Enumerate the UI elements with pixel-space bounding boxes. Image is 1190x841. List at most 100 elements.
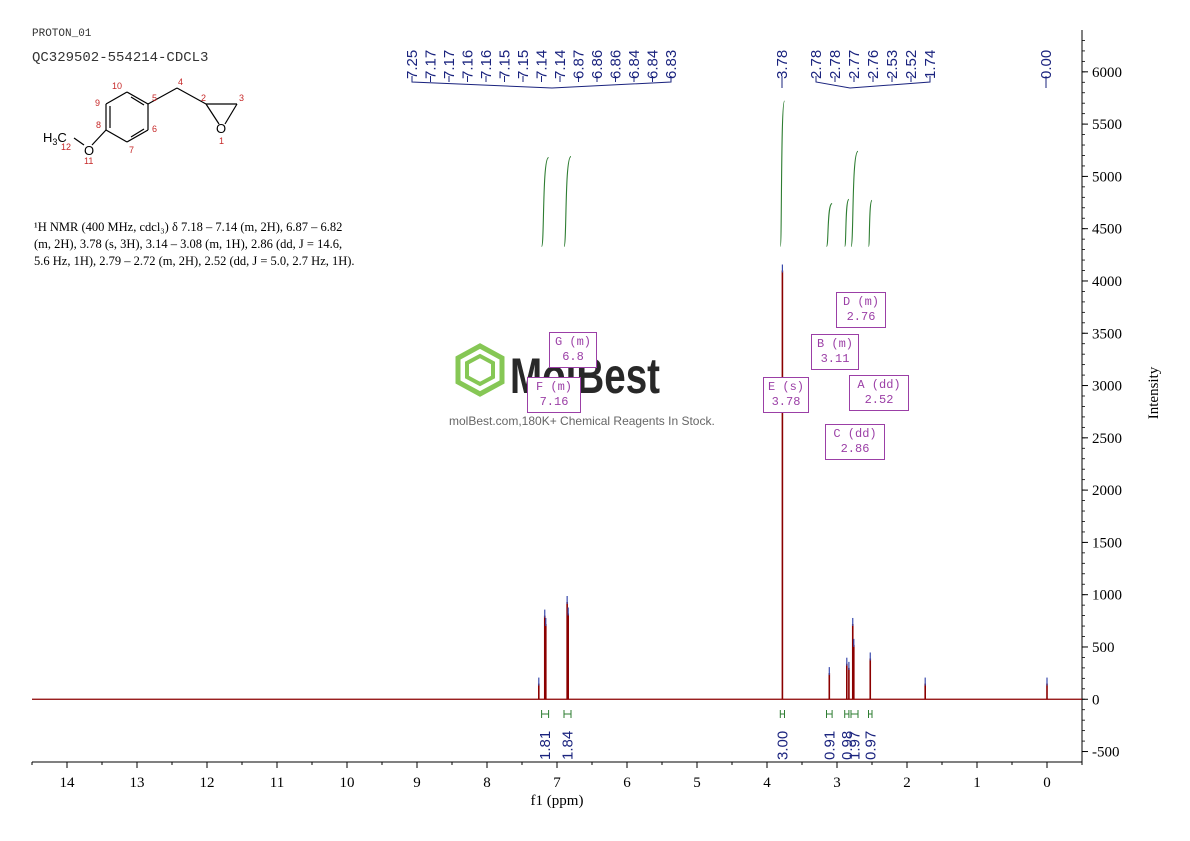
chemical-structure: 10 9 5 4 2 3 8 6 7 1 11 12 H3C O O [43, 77, 244, 166]
multiplet-e: E (s) 3.78 [763, 377, 809, 413]
peak-label: 2.76 [865, 50, 882, 79]
peak-label: 7.16 [478, 50, 495, 79]
integral-value: 0.91 [821, 731, 838, 760]
y-tick-label: 5000 [1092, 169, 1122, 185]
axes-group: 14 13 12 11 10 9 8 7 6 5 4 3 2 1 0f1 (ppm)-50005001000… [31, 30, 1162, 809]
peak-label: 7.14 [552, 50, 569, 79]
integral-curve [779, 100, 786, 248]
y-tick-label: 3000 [1092, 379, 1122, 395]
description-line: 5.6 Hz, 1H), 2.79 – 2.72 (m, 2H), 2.52 (… [34, 254, 355, 268]
ether-oxygen: O [84, 143, 94, 158]
integral-curve [541, 157, 550, 248]
peak-label: 1.74 [922, 50, 939, 79]
atom-number: 7 [129, 145, 134, 155]
x-tick-label: 0 [1043, 775, 1051, 791]
peak-label: 2.53 [884, 50, 901, 79]
x-tick-label: 5 [693, 775, 701, 791]
peak-label: 2.77 [846, 50, 863, 79]
peak-label-connector [411, 76, 672, 89]
peak-label: 6.87 [571, 50, 588, 79]
x-tick-label: 14 [60, 775, 76, 791]
y-tick-label: 2000 [1092, 483, 1122, 499]
peak-label: 6.84 [626, 50, 643, 79]
atom-number: 6 [152, 124, 157, 134]
peak-label: 0.00 [1038, 50, 1055, 79]
epoxide-oxygen: O [216, 121, 226, 136]
multiplet-f: F (m) 7.16 [527, 377, 581, 413]
x-tick-label: 4 [763, 775, 771, 791]
multiplet-b: B (m) 3.11 [811, 334, 859, 370]
multiplet-g: G (m) 6.8 [549, 332, 597, 368]
multiplet-c: C (dd) 2.86 [825, 424, 885, 460]
y-tick-label: 3500 [1092, 326, 1122, 342]
x-tick-label: 12 [200, 775, 215, 791]
x-tick-label: 3 [833, 775, 841, 791]
atom-number: 1 [219, 136, 224, 146]
watermark-tagline: molBest.com,180K+ Chemical Reagents In S… [449, 414, 715, 428]
integral-curve [850, 150, 859, 248]
description-line: (m, 2H), 3.78 (s, 3H), 3.14 – 3.08 (m, 1… [34, 237, 343, 251]
peak-label: 6.84 [645, 50, 662, 79]
integral-curve [825, 203, 833, 248]
x-tick-label: 13 [130, 775, 145, 791]
atom-number: 9 [95, 98, 100, 108]
integral-curve [844, 198, 850, 248]
experiment-name: PROTON_01 [32, 28, 92, 40]
integral-value: 0.98 [839, 731, 856, 760]
atom-number: 10 [112, 81, 122, 91]
peak-label: 2.78 [827, 50, 844, 79]
x-tick-label: 1 [973, 775, 981, 791]
peak-label: 7.17 [441, 50, 458, 79]
integral-curve [867, 199, 873, 248]
ch3-label: H3C [43, 130, 67, 147]
peak-label: 7.16 [460, 50, 477, 79]
integral-value: 1.84 [560, 731, 577, 760]
peak-label: 6.86 [589, 50, 606, 79]
peak-label: 7.15 [497, 50, 514, 79]
nmr-description: ¹H NMR (400 MHz, cdcl₃) δ 7.18 – 7.14 (m… [34, 219, 394, 270]
benzene-logo-icon [455, 343, 505, 397]
integral-value: 1.81 [537, 731, 554, 760]
integral-value: 0.97 [862, 731, 879, 760]
x-tick-label: 10 [340, 775, 355, 791]
multiplet-a: A (dd) 2.52 [849, 375, 909, 411]
x-tick-label: 2 [903, 775, 911, 791]
x-axis-label: f1 (ppm) [531, 793, 584, 809]
atom-number: 11 [84, 156, 93, 166]
atom-number: 4 [178, 77, 183, 87]
y-tick-label: 1000 [1092, 588, 1122, 604]
peak-label: 3.78 [774, 50, 791, 79]
multiplet-d: D (m) 2.76 [836, 292, 886, 328]
x-tick-label: 7 [553, 775, 561, 791]
y-tick-label: 5500 [1092, 117, 1122, 133]
peak-label: 2.52 [903, 50, 920, 79]
integral-value: 1.97 [847, 731, 864, 760]
atom-number: 2 [201, 93, 206, 103]
peak-label: 7.15 [515, 50, 532, 79]
spectrum-group [32, 264, 1082, 700]
peak-label: 6.86 [608, 50, 625, 79]
y-tick-label: 4500 [1092, 222, 1122, 238]
y-tick-label: 6000 [1092, 65, 1122, 81]
sample-name: QC329502-554214-CDCL3 [32, 50, 209, 66]
integrals-group: 1.81 1.84 3.00 0.91 0.981.970.97 [537, 100, 879, 760]
atom-number: 3 [239, 93, 244, 103]
y-tick-label: -500 [1092, 745, 1120, 761]
atom-number: 12 [61, 142, 71, 152]
y-axis-label: Intensity [1146, 366, 1162, 419]
y-tick-label: 500 [1092, 640, 1115, 656]
atom-number: 5 [152, 93, 157, 103]
y-tick-label: 1500 [1092, 535, 1122, 551]
y-tick-label: 0 [1092, 692, 1100, 708]
atom-number: 8 [96, 120, 101, 130]
integral-curve [563, 155, 572, 248]
y-tick-label: 4000 [1092, 274, 1122, 290]
peak-label: 7.25 [404, 50, 421, 79]
x-tick-label: 6 [623, 775, 631, 791]
y-tick-label: 2500 [1092, 431, 1122, 447]
x-tick-label: 11 [270, 775, 284, 791]
peak-label: 2.78 [808, 50, 825, 79]
x-tick-label: 8 [483, 775, 491, 791]
description-line: ¹H NMR (400 MHz, cdcl₃) δ 7.18 – 7.14 (m… [34, 220, 343, 234]
